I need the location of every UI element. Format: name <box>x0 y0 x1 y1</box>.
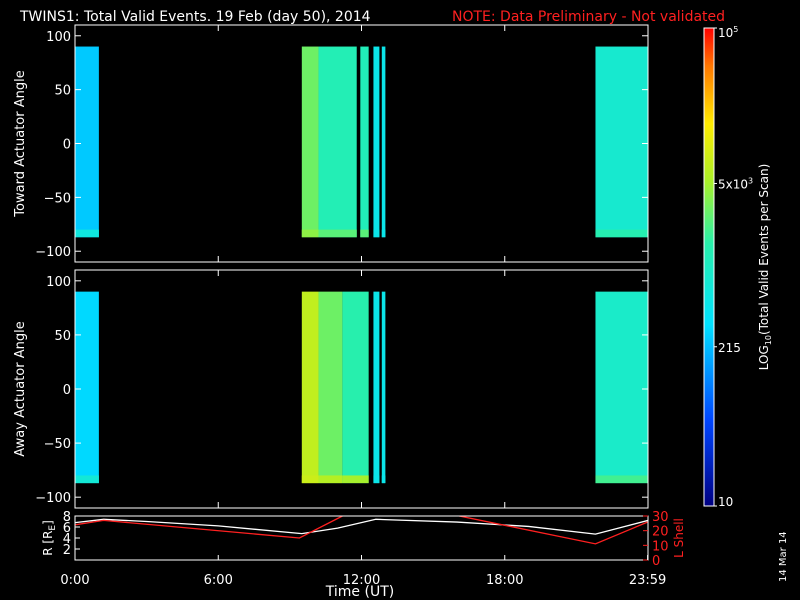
y-tick-label: 0 <box>63 383 71 398</box>
x-tick-label: 0:00 <box>60 573 89 588</box>
heatmap-cell <box>75 291 99 484</box>
heatmap-cell <box>75 46 99 238</box>
y-tick-label: 8 <box>63 510 71 525</box>
r-axis-label: R [RE] <box>41 520 58 556</box>
heatmap-cell <box>381 46 386 238</box>
heatmap-block <box>301 46 319 238</box>
heatmap-block <box>75 46 99 238</box>
heatmap-cell-edge <box>360 229 369 238</box>
heatmap-block <box>360 46 369 238</box>
r-distance-line <box>75 518 648 535</box>
heatmap-block <box>595 291 648 484</box>
y2-tick-label: 10 <box>652 539 669 554</box>
heatmap-cell-edge <box>381 229 386 238</box>
heatmap-cell-edge <box>75 475 99 484</box>
heatmap-block <box>373 291 380 484</box>
heatmap-cell-edge <box>318 229 357 238</box>
y-tick-label: 2 <box>63 543 71 558</box>
heatmap-block <box>373 46 380 238</box>
heatmap-cell-edge <box>318 475 343 484</box>
heatmap-cell <box>373 291 380 484</box>
y-tick-label: −100 <box>35 491 71 506</box>
y-tick-label: 0 <box>63 138 71 153</box>
date-stamp: 14 Mar 14 <box>778 531 789 582</box>
colorbar-tick-label: 5x103 <box>718 176 753 191</box>
heatmap-cell <box>381 291 386 484</box>
heatmap-block <box>381 46 386 238</box>
y-tick-label: 100 <box>46 275 71 290</box>
heatmap-block <box>318 291 343 484</box>
heatmap-cell <box>595 291 648 484</box>
colorbar-gradient <box>703 27 715 507</box>
heatmap-cell-edge <box>595 229 648 238</box>
heatmap-cell <box>373 46 380 238</box>
toward-angle-panel: −100 −50 0 50 100 Toward Actuator Angle <box>13 24 649 263</box>
away-angle-panel: −100 −50 0 50 100 Away Actuator Angle <box>13 269 649 509</box>
y2-tick-label: 0 <box>652 554 660 569</box>
l-shell-line <box>458 516 648 545</box>
x-tick-label: 6:00 <box>204 573 233 588</box>
colorbar-label: LOG10(Total Valid Events per Scan) <box>757 164 773 371</box>
heatmap-cell-edge <box>373 229 380 238</box>
heatmap-block <box>381 291 386 484</box>
y2-tick-label: 30 <box>652 510 669 525</box>
heatmap-cell <box>301 291 319 484</box>
y2-tick-label: 20 <box>652 525 669 540</box>
y-tick-label: 100 <box>46 30 71 45</box>
heatmap-cell-edge <box>75 229 99 238</box>
heatmap-cell <box>318 291 343 484</box>
heatmap-cell-edge <box>373 475 380 484</box>
heatmap-cell <box>595 46 648 238</box>
heatmap-block <box>595 46 648 238</box>
heatmap-block <box>342 291 369 484</box>
figure-title: TWINS1: Total Valid Events. 19 Feb (day … <box>19 9 371 25</box>
y-tick-label: −50 <box>44 191 71 206</box>
preliminary-note: NOTE: Data Preliminary - Not validated <box>452 9 725 25</box>
heatmap-block <box>318 46 357 238</box>
colorbar-tick-label: 215 <box>718 341 741 355</box>
x-tick-label: 12:00 <box>343 573 380 588</box>
heatmap-cell <box>342 291 369 484</box>
x-tick-label: 23:59 <box>629 573 666 588</box>
l-shell-line <box>75 516 344 539</box>
heatmap-cell <box>360 46 369 238</box>
colorbar-tick-label: 105 <box>718 25 738 40</box>
y-tick-label: 50 <box>54 329 71 344</box>
heatmap-cell-edge <box>342 475 369 484</box>
heatmap-cell <box>318 46 357 238</box>
y-tick-label: −50 <box>44 437 71 452</box>
heatmap-cell-edge <box>595 475 648 484</box>
heatmap-cell <box>301 46 319 238</box>
lshell-axis-label: L Shell <box>672 518 686 558</box>
colorbar-tick-label: 10 <box>718 495 733 509</box>
heatmap-cell-edge <box>301 229 319 238</box>
x-axis-label: Time (UT) <box>325 584 394 600</box>
y-tick-label: 4 <box>63 532 71 547</box>
y-tick-label: −100 <box>35 245 71 260</box>
y-axis-label: Toward Actuator Angle <box>13 70 28 217</box>
heatmap-block <box>75 291 99 484</box>
x-tick-label: 18:00 <box>486 573 523 588</box>
heatmap-cell-edge <box>301 475 319 484</box>
y-axis-label: Away Actuator Angle <box>13 321 28 456</box>
y-tick-label: 6 <box>63 521 71 536</box>
heatmap-block <box>301 291 319 484</box>
y-tick-label: 50 <box>54 84 71 99</box>
heatmap-cell-edge <box>381 475 386 484</box>
colorbar: 105 5x103 215 10 LOG10(Total Valid Events pe… <box>703 25 773 509</box>
